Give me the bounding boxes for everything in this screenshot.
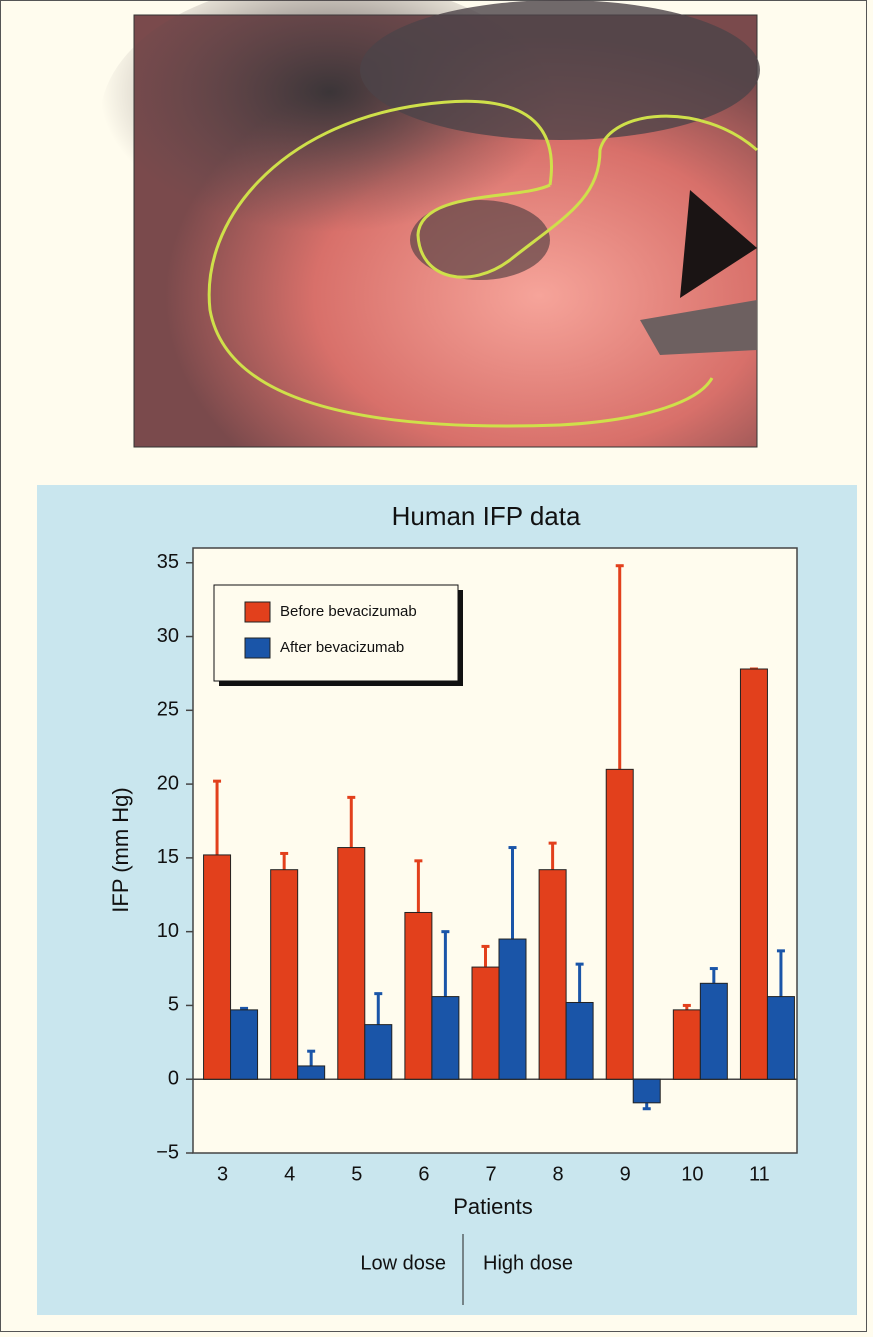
bar: [673, 1010, 700, 1079]
legend-swatch: [245, 602, 270, 622]
bar: [298, 1066, 325, 1079]
legend-label: Before bevacizumab: [280, 603, 417, 620]
figure: Human IFP data IFP (mm Hg) Patients Low …: [0, 0, 873, 1332]
y-tick-label: 30: [157, 625, 179, 647]
bar: [633, 1079, 660, 1103]
bar: [566, 1002, 593, 1079]
x-tick-label: 10: [681, 1163, 703, 1185]
bar: [767, 997, 794, 1080]
x-tick-label: 11: [749, 1163, 770, 1185]
bar: [405, 912, 432, 1079]
chart-title: Human IFP data: [392, 501, 581, 531]
y-axis-label: IFP (mm Hg): [108, 787, 133, 912]
y-tick-label: 15: [157, 846, 179, 868]
bar: [740, 669, 767, 1079]
legend-label: After bevacizumab: [280, 639, 404, 656]
bar: [231, 1010, 258, 1079]
bar: [204, 855, 231, 1079]
bar: [539, 870, 566, 1080]
dose-label: Low dose: [360, 1252, 446, 1274]
endoscopy-photo: [100, 0, 760, 447]
y-tick-label: 25: [157, 699, 179, 721]
x-tick-label: 9: [620, 1163, 631, 1185]
dose-label: High dose: [483, 1252, 573, 1274]
x-tick-label: 6: [418, 1163, 429, 1185]
x-axis-label: Patients: [453, 1194, 533, 1219]
x-tick-label: 7: [485, 1163, 496, 1185]
bar: [499, 939, 526, 1079]
legend: [214, 585, 463, 686]
bar: [472, 967, 499, 1079]
x-tick-label: 3: [217, 1163, 228, 1185]
y-tick-label: 20: [157, 772, 179, 794]
x-tick-label: 5: [351, 1163, 362, 1185]
bar: [432, 997, 459, 1080]
y-tick-label: 5: [168, 994, 179, 1016]
bar: [338, 848, 365, 1080]
y-tick-label: 0: [168, 1068, 179, 1090]
y-tick-label: −5: [156, 1141, 179, 1163]
x-tick-label: 8: [553, 1163, 564, 1185]
bar: [271, 870, 298, 1080]
bar: [606, 769, 633, 1079]
bar: [365, 1025, 392, 1080]
bar: [700, 983, 727, 1079]
y-tick-label: 35: [157, 551, 179, 573]
legend-swatch: [245, 638, 270, 658]
y-tick-label: 10: [157, 920, 179, 942]
x-tick-label: 4: [284, 1163, 295, 1185]
